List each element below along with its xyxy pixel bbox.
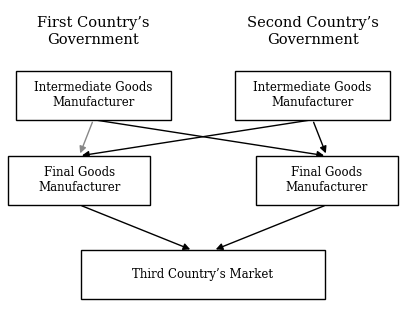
FancyBboxPatch shape <box>81 250 324 299</box>
FancyBboxPatch shape <box>255 156 397 205</box>
FancyBboxPatch shape <box>235 71 389 120</box>
Text: Final Goods
Manufacturer: Final Goods Manufacturer <box>38 166 120 194</box>
Text: Intermediate Goods
Manufacturer: Intermediate Goods Manufacturer <box>253 81 371 109</box>
Text: Final Goods
Manufacturer: Final Goods Manufacturer <box>285 166 367 194</box>
Text: Intermediate Goods
Manufacturer: Intermediate Goods Manufacturer <box>34 81 152 109</box>
Text: Third Country’s Market: Third Country’s Market <box>132 268 273 281</box>
Text: Second Country’s
Government: Second Country’s Government <box>246 16 377 47</box>
Text: First Country’s
Government: First Country’s Government <box>37 16 149 47</box>
FancyBboxPatch shape <box>8 156 150 205</box>
FancyBboxPatch shape <box>16 71 170 120</box>
